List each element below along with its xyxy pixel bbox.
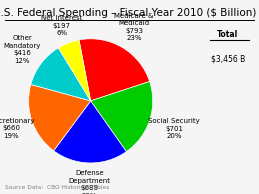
Text: Defense
Department
$689
20%: Defense Department $689 20% bbox=[69, 171, 111, 194]
Text: Source Data:  CBO Historical Tables: Source Data: CBO Historical Tables bbox=[5, 185, 110, 190]
Text: Medicare &
Medicaid
$793
23%: Medicare & Medicaid $793 23% bbox=[114, 13, 154, 41]
Text: Total: Total bbox=[217, 30, 239, 39]
Text: Net Interest
$197
6%: Net Interest $197 6% bbox=[41, 15, 82, 36]
Wedge shape bbox=[54, 101, 126, 163]
Text: $3,456 B: $3,456 B bbox=[211, 54, 245, 63]
Wedge shape bbox=[58, 40, 91, 101]
Wedge shape bbox=[91, 81, 153, 152]
Wedge shape bbox=[31, 48, 91, 101]
Text: Other
Mandatory
$416
12%: Other Mandatory $416 12% bbox=[4, 35, 41, 64]
Text: U.S. Federal Spending – Fiscal Year 2010 ($ Billion): U.S. Federal Spending – Fiscal Year 2010… bbox=[0, 8, 256, 18]
Text: Social Security
$701
20%: Social Security $701 20% bbox=[148, 118, 200, 139]
Text: Discretionary
$660
19%: Discretionary $660 19% bbox=[0, 118, 35, 139]
Wedge shape bbox=[28, 84, 91, 151]
Wedge shape bbox=[79, 39, 150, 101]
